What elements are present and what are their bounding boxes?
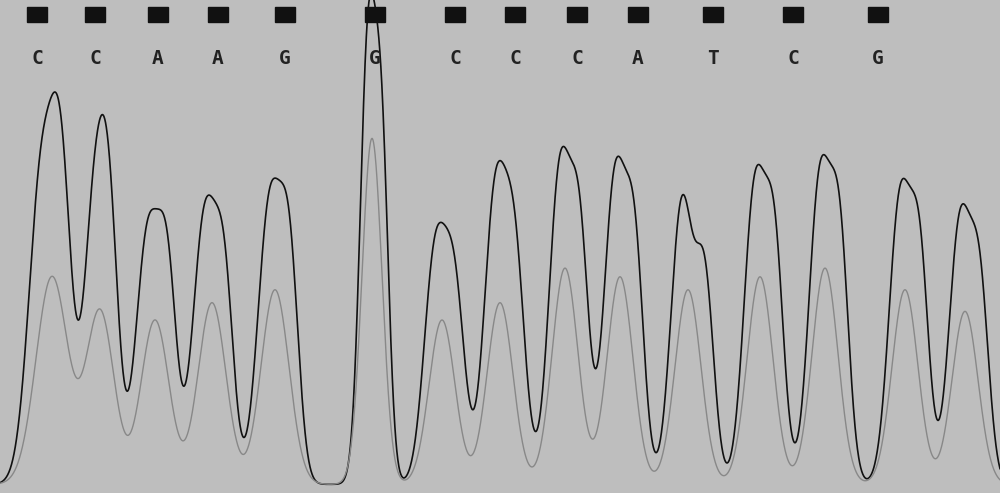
Text: A: A [212,49,224,69]
Bar [628,7,648,22]
Bar [567,7,587,22]
Bar [365,7,385,22]
Text: C: C [509,49,521,69]
Bar [445,7,465,22]
Text: C: C [787,49,799,69]
Bar [208,7,228,22]
Text: A: A [632,49,644,69]
Text: A: A [152,49,164,69]
Text: C: C [449,49,461,69]
Text: G: G [369,49,381,69]
Bar [275,7,295,22]
Bar [868,7,888,22]
Bar [85,7,105,22]
Bar [27,7,47,22]
Bar [703,7,723,22]
Text: G: G [279,49,291,69]
Text: C: C [89,49,101,69]
Bar [148,7,168,22]
Text: G: G [872,49,884,69]
Text: C: C [31,49,43,69]
Bar [783,7,803,22]
Text: C: C [571,49,583,69]
Text: T: T [707,49,719,69]
Bar [505,7,525,22]
